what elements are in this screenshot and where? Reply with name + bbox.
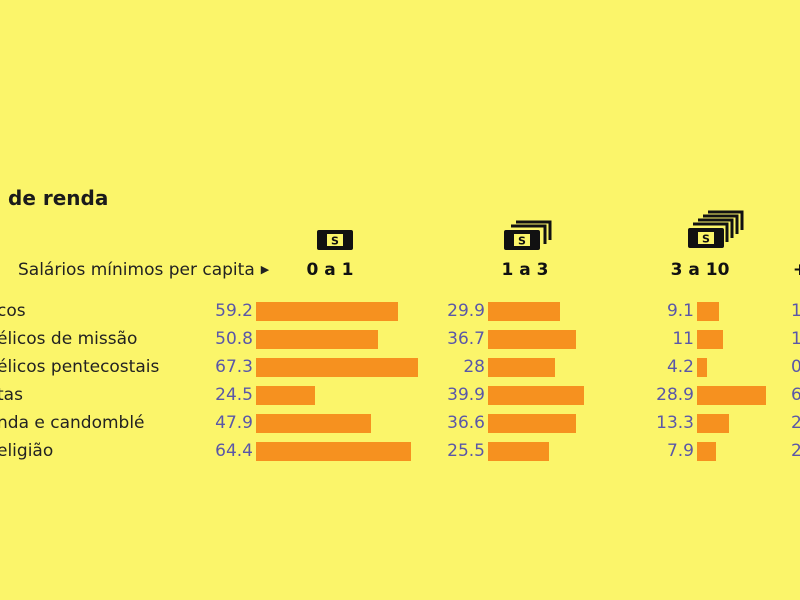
scale-label: Salários mínimos per capita ▶ [18, 260, 269, 280]
svg-text:S: S [702, 233, 710, 246]
data-label: 28 [463, 357, 485, 377]
data-label: 11 [672, 329, 694, 349]
column-header: 1 a 3 [501, 260, 549, 280]
bar [697, 330, 724, 349]
bar [256, 386, 315, 405]
data-label: 24.5 [215, 385, 253, 405]
data-label: 6 [791, 385, 800, 405]
data-label: 50.8 [215, 329, 253, 349]
scale-label-text: Salários mínimos per capita [18, 260, 255, 280]
bar [697, 442, 716, 461]
bar [256, 330, 378, 349]
arrow-right-icon: ▶ [260, 263, 270, 276]
bar [256, 414, 371, 433]
bar [256, 302, 399, 321]
data-label: 29.9 [447, 301, 485, 321]
column-header: 3 a 10 [670, 260, 730, 280]
bar [697, 386, 767, 405]
bar [488, 302, 560, 321]
data-label: 59.2 [215, 301, 253, 321]
data-label: 28.9 [656, 385, 694, 405]
data-label: 13.3 [656, 413, 694, 433]
data-label: 39.9 [447, 385, 485, 405]
bar [488, 330, 577, 349]
data-label: 1 [791, 329, 800, 349]
banknote-3-icon: S [688, 210, 744, 248]
chart-title: de renda [8, 186, 109, 210]
data-label: 7.9 [666, 441, 694, 461]
data-label: 67.3 [215, 357, 253, 377]
bar [488, 442, 550, 461]
data-label: 64.4 [215, 441, 253, 461]
bar [256, 358, 418, 377]
bar [488, 414, 576, 433]
bar [697, 414, 729, 433]
data-label: 0 [791, 357, 800, 377]
banknote-1-icon: S [317, 230, 353, 250]
data-label: 47.9 [215, 413, 253, 433]
row-label: élicos pentecostais [0, 357, 160, 377]
data-label: 25.5 [447, 441, 485, 461]
data-label: 9.1 [666, 301, 694, 321]
bar [256, 442, 411, 461]
data-label: 36.6 [447, 413, 485, 433]
column-header: + [793, 260, 800, 280]
data-label: 36.7 [447, 329, 485, 349]
row-label: élicos de missão [0, 329, 138, 349]
banknote-2-icon: S [504, 220, 552, 250]
svg-text:S: S [331, 235, 339, 248]
bar [488, 386, 584, 405]
bar [697, 358, 708, 377]
row-label: cos [0, 301, 26, 321]
row-label: nda e candomblé [0, 413, 145, 433]
svg-text:S: S [518, 235, 526, 248]
bar [697, 302, 719, 321]
data-label: 1 [791, 301, 800, 321]
data-label: 2 [791, 413, 800, 433]
data-label: 2 [791, 441, 800, 461]
row-label: eligião [0, 441, 54, 461]
column-header: 0 a 1 [306, 260, 354, 280]
row-label: tas [0, 385, 23, 405]
bar [488, 358, 556, 377]
data-label: 4.2 [666, 357, 694, 377]
